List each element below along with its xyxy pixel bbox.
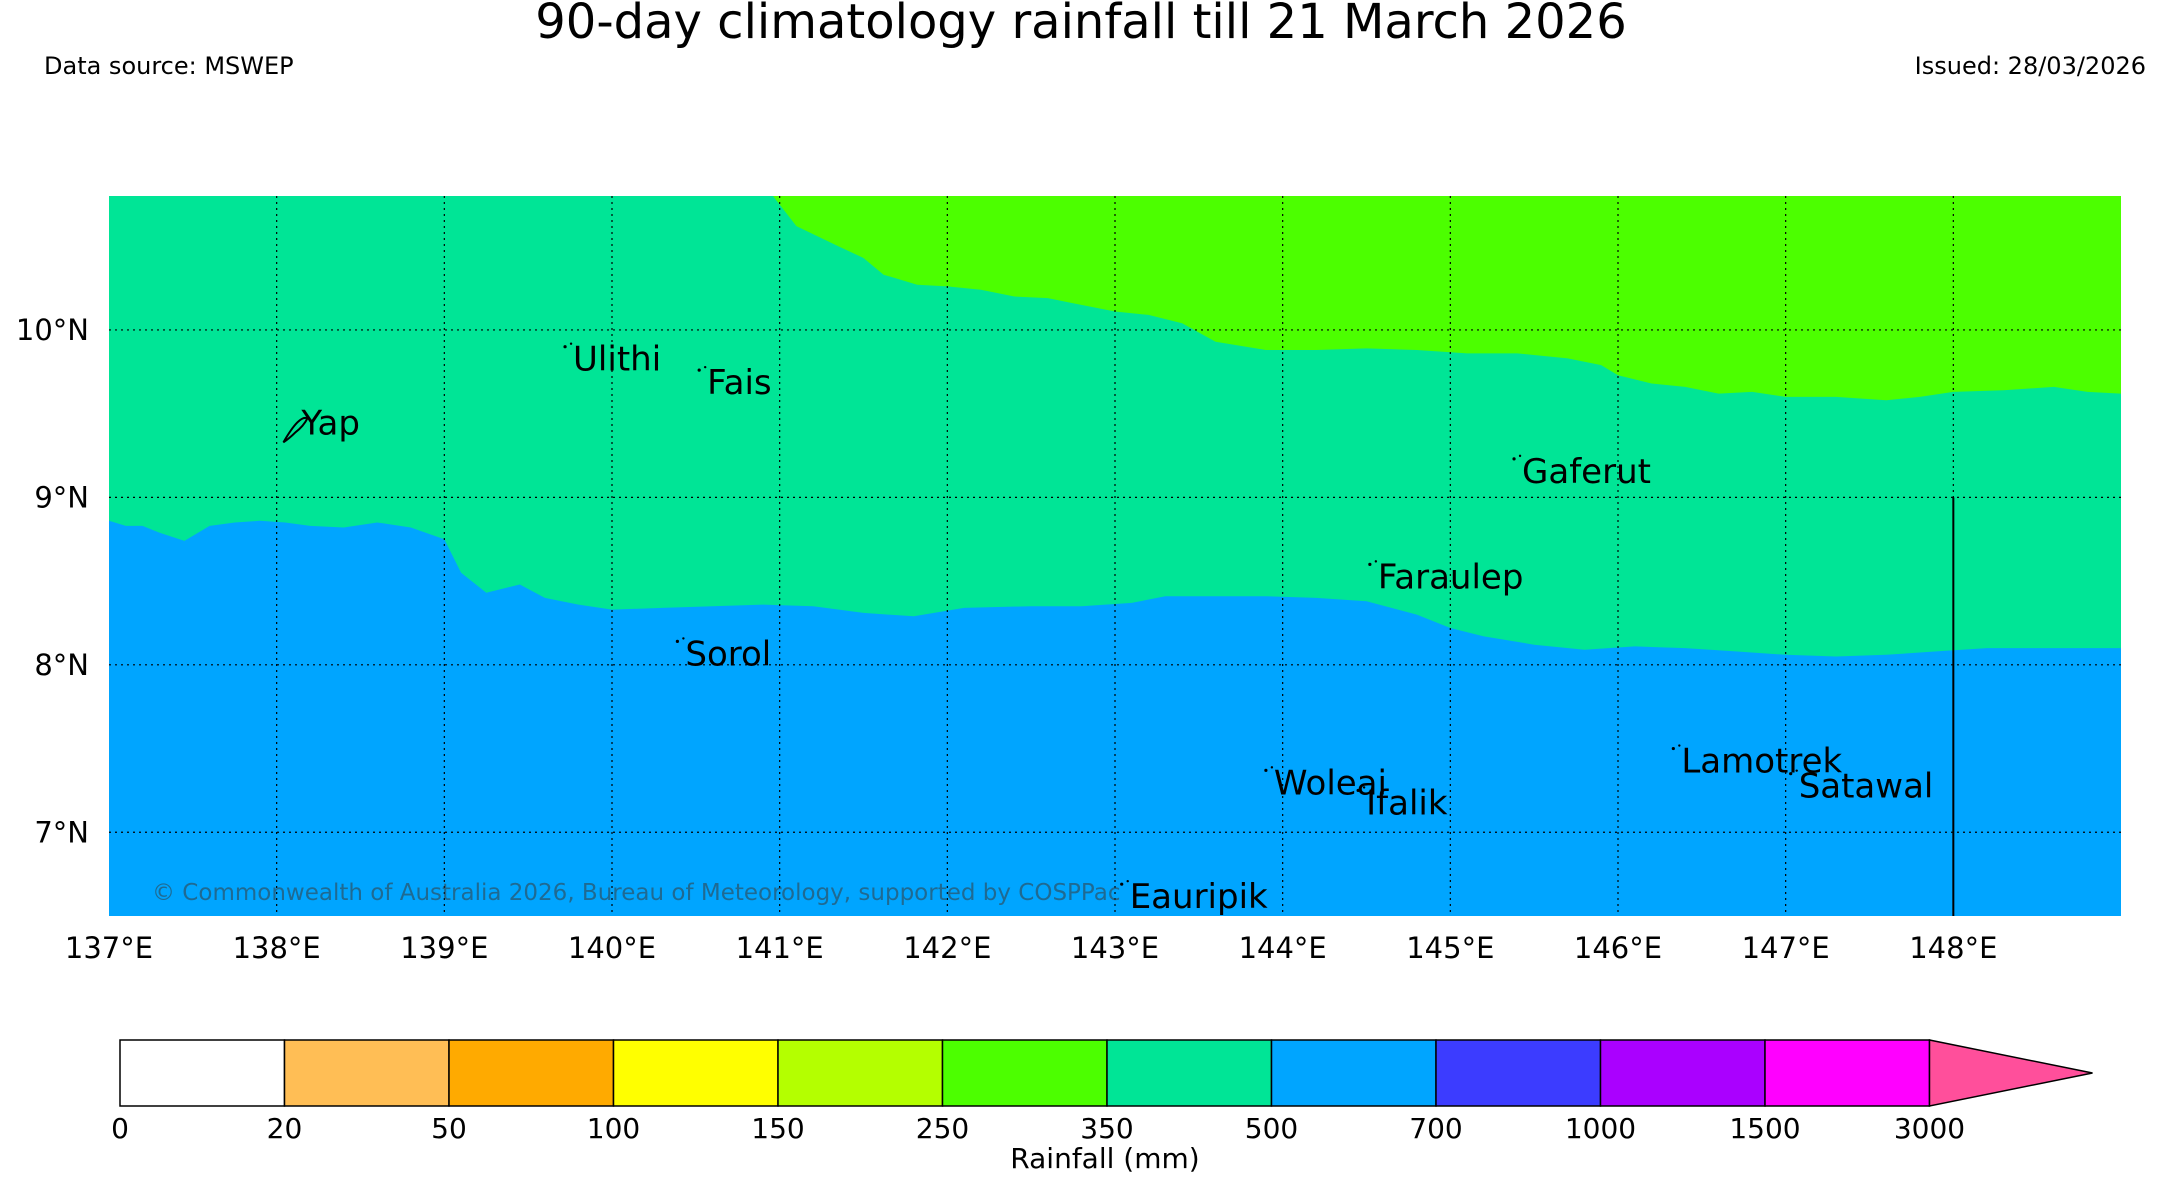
longitude-tick-label: 139°E <box>400 931 488 965</box>
island-dot <box>1126 879 1129 883</box>
longitude-tick-label: 138°E <box>233 931 321 965</box>
colorbar-tick-label: 500 <box>1245 1112 1298 1145</box>
place-label: Lamotrek <box>1681 742 1842 782</box>
map-area <box>109 196 2121 916</box>
place-label: Woleai <box>1274 763 1387 803</box>
latitude-tick-label: 10°N <box>16 313 89 347</box>
colorbar-extend-arrow <box>1928 1039 2093 1107</box>
place-label: Fais <box>707 363 771 403</box>
colorbar-tick-label: 100 <box>587 1112 640 1145</box>
longitude-tick-label: 141°E <box>736 931 824 965</box>
island-dot <box>703 365 707 369</box>
colorbar-tick-label: 350 <box>1080 1112 1133 1145</box>
data-source-label: Data source: MSWEP <box>44 52 294 80</box>
colorbar-bin <box>1764 1039 1931 1107</box>
place-label: Sorol <box>685 634 771 674</box>
place-label: Gaferut <box>1522 452 1651 492</box>
colorbar-tick-label: 1000 <box>1565 1112 1636 1145</box>
longitude-tick-label: 145°E <box>1406 931 1494 965</box>
island-dot <box>1362 786 1366 789</box>
island-dot <box>1264 768 1268 772</box>
longitude-tick-label: 148°E <box>1909 931 1997 965</box>
latitude-tick-labels: 10°N 9°N 8°N 7°N <box>16 313 89 849</box>
colorbar-tick-label: 150 <box>751 1112 804 1145</box>
island-dot <box>1671 746 1675 751</box>
island-dot <box>1795 769 1798 772</box>
island-dot <box>1374 560 1378 563</box>
longitude-tick-label: 140°E <box>568 931 656 965</box>
longitude-tick-label: 144°E <box>1239 931 1327 965</box>
island-dot <box>569 342 573 345</box>
colorbar-tick-label: 250 <box>916 1112 969 1145</box>
island-outline <box>282 416 309 444</box>
longitude-tick-labels: 137°E 138°E 139°E 140°E 141°E 142°E 143°E 144°E… <box>65 931 1998 965</box>
island-dot <box>682 637 685 640</box>
latitude-tick-label: 9°N <box>34 480 89 514</box>
longitude-tick-label: 143°E <box>1071 931 1159 965</box>
longitude-tick-label: 137°E <box>65 931 153 965</box>
colorbar-bin <box>777 1039 944 1107</box>
colorbar-tick-label: 0 <box>111 1112 129 1145</box>
island-dot <box>697 368 701 372</box>
island-dot <box>1678 744 1681 747</box>
island-dot <box>1270 766 1274 769</box>
island-dot <box>1368 562 1372 566</box>
place-label: Ulithi <box>573 340 661 380</box>
place-label: Faraulep <box>1378 557 1524 597</box>
colorbar-bin <box>612 1039 779 1107</box>
colorbar-bin <box>1106 1039 1273 1107</box>
colorbar-bin <box>283 1039 450 1107</box>
longitude-tick-label: 147°E <box>1742 931 1830 965</box>
colorbar-bin <box>1599 1039 1766 1107</box>
colorbar <box>119 1039 2093 1107</box>
longitude-tick-label: 142°E <box>903 931 991 965</box>
colorbar-bin <box>448 1039 615 1107</box>
place-label: Satawal <box>1799 767 1934 807</box>
island-dot <box>563 345 567 349</box>
island-dot <box>1356 788 1360 793</box>
map-title: 90-day climatology rainfall till 21 Marc… <box>535 0 1627 50</box>
place-labels: Yap Ulithi Fais Gaferut Faraulep Sorol WoleaiI… <box>300 340 1933 917</box>
colorbar-tick-label: 1500 <box>1729 1112 1800 1145</box>
latitude-tick-label: 8°N <box>34 648 89 682</box>
island-dot <box>675 639 679 643</box>
colorbar-tick-label: 20 <box>267 1112 303 1145</box>
island-outlines <box>282 342 1798 886</box>
issued-date-label: Issued: 28/03/2026 <box>1915 52 2146 80</box>
colorbar-bin <box>1270 1039 1437 1107</box>
island-dot <box>1789 772 1793 776</box>
island-dot <box>1512 457 1516 461</box>
colorbar-bin <box>1435 1039 1602 1107</box>
rainfall-band-250-350 <box>772 196 2121 401</box>
place-label: Yap <box>300 403 360 443</box>
colorbar-tick-labels: 0 20 50 100 150 250 350 500 700 1000 1500 3000 <box>111 1112 1965 1145</box>
longitude-tick-label: 146°E <box>1574 931 1662 965</box>
colorbar-label: Rainfall (mm) <box>1010 1142 1199 1175</box>
colorbar-tick-label: 3000 <box>1894 1112 1965 1145</box>
place-label: Eauripik <box>1130 877 1268 917</box>
colorbar-tick-label: 700 <box>1409 1112 1462 1145</box>
colorbar-tick-label: 50 <box>431 1112 467 1145</box>
island-dot <box>1518 454 1522 458</box>
latitude-tick-label: 7°N <box>34 815 89 849</box>
colorbar-bin <box>119 1039 286 1107</box>
copyright-notice: © Commonwealth of Australia 2026, Bureau… <box>152 880 1121 906</box>
colorbar-bin <box>941 1039 1108 1107</box>
place-label: Ifalik <box>1366 783 1448 823</box>
island-dot <box>1120 882 1124 886</box>
